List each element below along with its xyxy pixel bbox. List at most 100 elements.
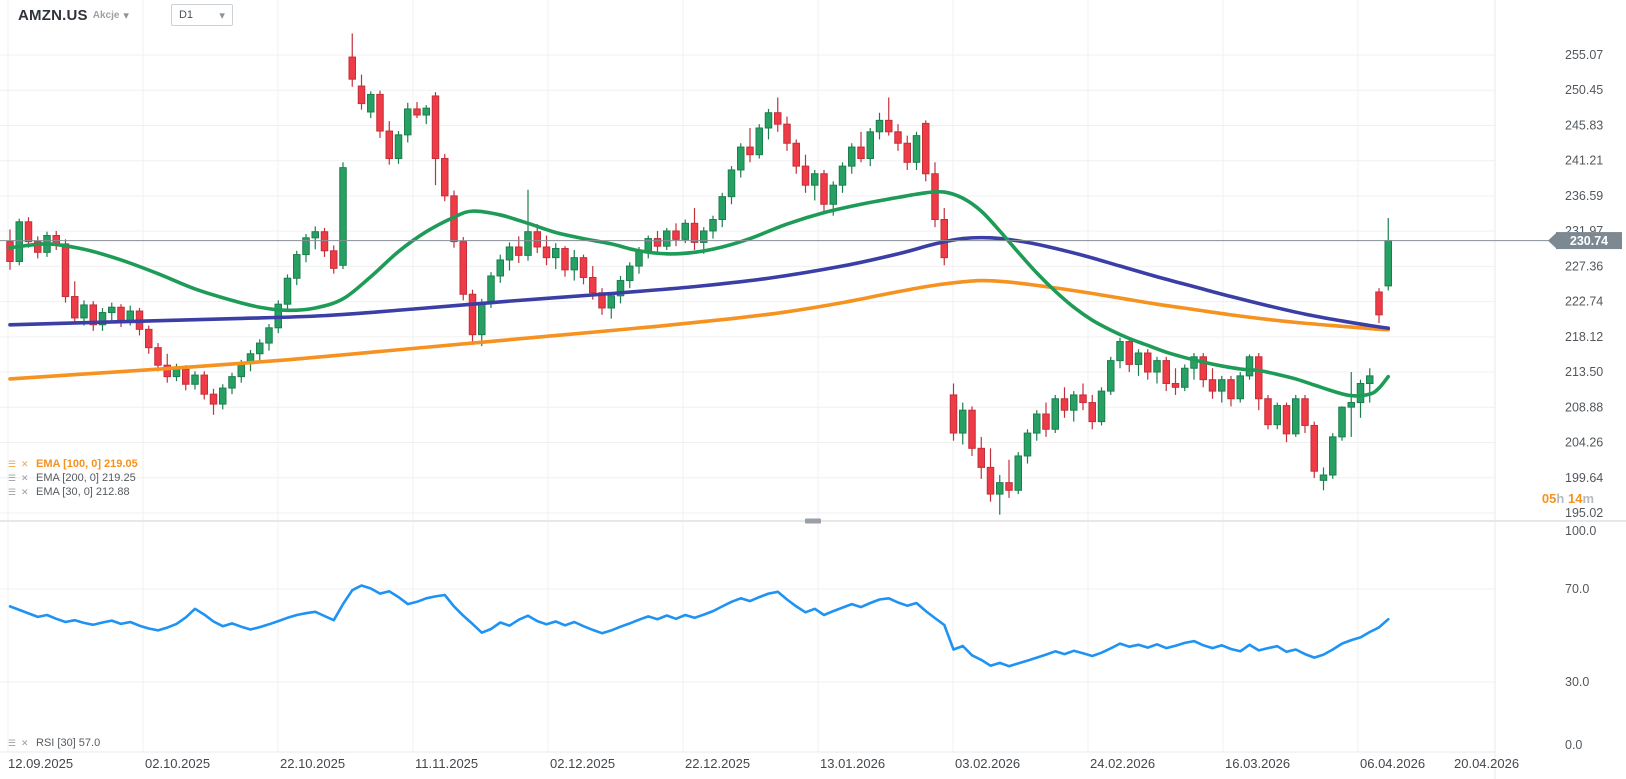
candle-body <box>681 222 689 240</box>
candle-body <box>1282 405 1291 435</box>
candle-body <box>385 130 393 159</box>
price-tick-label: 218.12 <box>1565 330 1603 344</box>
indicator-remove-icon[interactable]: ✕ <box>21 459 29 469</box>
ema-line-ema30 <box>8 189 1391 398</box>
candle-body <box>487 275 495 304</box>
candle-body <box>515 246 523 256</box>
candle-body <box>1051 398 1059 430</box>
candle-body <box>1153 360 1161 373</box>
candle-body <box>1171 382 1180 388</box>
candle-body <box>949 394 958 434</box>
candle-body <box>108 306 116 314</box>
date-label: 12.09.2025 <box>8 756 73 771</box>
candle-body <box>1042 413 1050 430</box>
date-label: 13.01.2026 <box>820 756 885 771</box>
candle-body <box>219 387 227 405</box>
candle-body <box>570 257 578 271</box>
price-gridlines: 255.07250.45245.83241.21236.59231.97227.… <box>0 48 1603 520</box>
candle-body <box>256 342 264 355</box>
candle-body <box>431 95 440 159</box>
price-tick-label: 250.45 <box>1565 83 1603 97</box>
date-label: 22.10.2025 <box>280 756 345 771</box>
candle-body <box>801 165 810 186</box>
candle-body <box>422 107 430 116</box>
candle-body <box>875 119 884 133</box>
candle-body <box>367 93 375 113</box>
candle-body <box>98 312 107 326</box>
candle-body <box>163 364 171 378</box>
countdown-minutes: 14 <box>1567 491 1583 506</box>
timeframe-dropdown[interactable]: D1 ▾ <box>170 4 233 26</box>
chart-header: AMZN.US Akcje ▾ D1 ▾ <box>0 0 233 30</box>
candle-body <box>1088 402 1096 423</box>
indicator-settings-icon[interactable]: ☰ <box>8 487 17 497</box>
price-tick-label: 222.74 <box>1565 295 1603 309</box>
indicator-settings-icon[interactable]: ☰ <box>8 473 17 483</box>
candle-body <box>672 230 680 240</box>
candle-body <box>505 246 514 261</box>
candle-body <box>820 173 828 205</box>
indicator-settings-icon[interactable]: ☰ <box>8 459 17 469</box>
candle-body <box>468 293 477 336</box>
current-price-badge: 230.74 <box>1548 232 1622 250</box>
candle-body <box>1356 382 1365 404</box>
candle-body <box>34 241 42 253</box>
candle-body <box>1319 474 1328 481</box>
pane-resize-handle[interactable] <box>805 518 821 524</box>
candle-body <box>1301 398 1309 426</box>
indicator-remove-icon[interactable]: ✕ <box>21 487 29 497</box>
candle-body <box>1384 240 1392 287</box>
candle-body <box>1347 402 1355 408</box>
candle-body <box>866 131 874 159</box>
candle-body <box>635 250 643 267</box>
candle-body <box>940 219 948 259</box>
candle-body <box>746 146 754 156</box>
candle-body <box>145 328 153 349</box>
candle-body <box>792 142 800 167</box>
indicator-remove-icon[interactable]: ✕ <box>21 738 29 748</box>
candle-body <box>191 374 199 385</box>
candle-body <box>117 306 125 322</box>
symbol-dropdown-caret-icon[interactable]: ▾ <box>123 9 129 22</box>
candle-body <box>1310 424 1318 472</box>
candle-body <box>1245 356 1254 377</box>
candle-body <box>24 221 33 243</box>
date-label: 24.02.2026 <box>1090 756 1155 771</box>
candle-body <box>6 241 14 262</box>
candle-body <box>829 184 837 205</box>
candle-body <box>228 376 236 389</box>
candle-body <box>348 56 356 80</box>
candle-body <box>1033 413 1041 434</box>
candle-body <box>561 247 569 271</box>
indicator-legend: ☰ ✕ EMA [100, 0] 219.05 ☰ ✕ EMA [200, 0]… <box>8 457 138 499</box>
candle-body <box>727 169 736 198</box>
candle-body <box>237 363 245 378</box>
ema30-label: EMA [30, 0] 212.88 <box>36 486 130 498</box>
date-axis: 12.09.2025 02.10.2025 22.10.2025 11.11.2025… <box>8 756 1519 771</box>
candlestick-series <box>6 33 1392 515</box>
candle-body <box>903 142 911 163</box>
price-tick-label: 255.07 <box>1565 48 1603 62</box>
candle-body <box>1273 405 1281 426</box>
symbol-name: AMZN.US <box>18 6 88 24</box>
candle-body <box>182 368 190 385</box>
indicator-settings-icon[interactable]: ☰ <box>8 738 17 748</box>
candle-body <box>764 112 773 129</box>
candle-body <box>1208 379 1217 392</box>
indicator-remove-icon[interactable]: ✕ <box>21 473 29 483</box>
candle-body <box>737 146 745 171</box>
candle-body <box>357 85 366 105</box>
candle-body <box>126 310 134 322</box>
candle-body <box>616 280 625 297</box>
candle-body <box>154 347 162 366</box>
candle-body <box>533 231 541 248</box>
candle-body <box>1144 352 1152 373</box>
candle-body <box>339 167 347 266</box>
candle-body <box>459 241 467 295</box>
candle-body <box>320 231 329 252</box>
candle-body <box>293 254 301 279</box>
date-label: 22.12.2025 <box>685 756 750 771</box>
date-label: 02.12.2025 <box>550 756 615 771</box>
price-tick-label: 245.83 <box>1565 118 1603 132</box>
